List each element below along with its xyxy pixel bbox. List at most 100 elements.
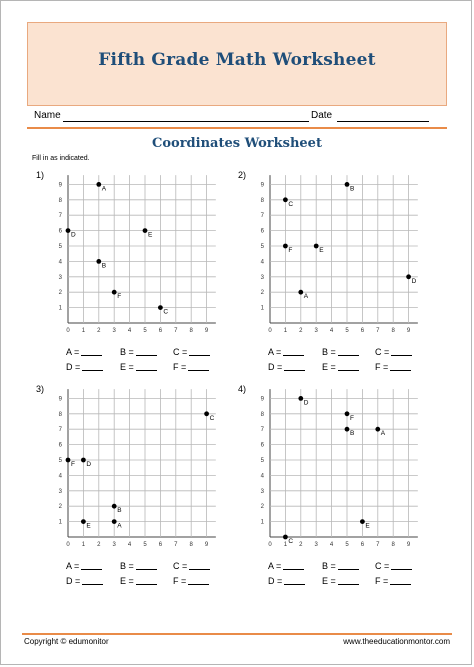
plotted-point <box>65 228 71 233</box>
point-label: B <box>102 262 106 269</box>
coordinate-grid: 0 1 1 2 2 3 3 4 4 5 5 6 6 7 7 8 8 9 9 A B C D E F <box>59 389 216 548</box>
name-date-row: Name Date <box>34 110 434 124</box>
point-label: E <box>148 232 153 239</box>
x-tick-label: 6 <box>361 542 365 548</box>
answer-field: C = <box>173 347 211 357</box>
answer-label: D = <box>268 576 283 586</box>
y-tick-label: 1 <box>59 306 63 312</box>
x-tick-label: 7 <box>376 328 380 334</box>
y-tick-label: 2 <box>59 290 63 296</box>
name-blank-line <box>63 121 309 122</box>
y-tick-label: 2 <box>261 290 265 296</box>
y-tick-label: 5 <box>59 458 63 464</box>
answer-label: E = <box>322 576 336 586</box>
x-tick-label: 5 <box>143 328 147 334</box>
x-tick-label: 8 <box>392 328 396 334</box>
x-tick-label: 9 <box>205 542 209 548</box>
website-url: www.theeducationmontor.com <box>343 637 450 646</box>
copyright-text: Copyright © edumonitor <box>24 637 109 646</box>
point-label: E <box>319 247 324 254</box>
y-tick-label: 3 <box>59 275 63 281</box>
answer-blank-line <box>391 355 413 356</box>
x-tick-label: 0 <box>268 328 272 334</box>
plotted-point <box>344 182 350 187</box>
x-tick-label: 9 <box>205 328 209 334</box>
answer-blank-line <box>81 355 103 356</box>
answer-blank-line <box>283 355 305 356</box>
y-tick-label: 3 <box>261 275 265 281</box>
header-divider <box>27 127 447 129</box>
y-tick-label: 4 <box>59 259 63 265</box>
answer-blank-line <box>135 584 157 585</box>
y-tick-label: 1 <box>261 520 265 526</box>
x-tick-label: 3 <box>113 328 117 334</box>
worksheet-title: Fifth Grade Math Worksheet <box>98 50 376 70</box>
answer-field: A = <box>66 347 103 357</box>
y-tick-label: 7 <box>59 213 63 219</box>
problem-number: 1) <box>36 170 45 180</box>
date-blank-line <box>337 121 429 122</box>
answer-blank-line <box>284 370 306 371</box>
point-label: A <box>304 293 309 300</box>
point-label: C <box>288 538 293 545</box>
point-label: E <box>365 523 370 530</box>
x-tick-label: 6 <box>159 542 163 548</box>
answer-field: C = <box>375 347 413 357</box>
answer-label: A = <box>268 347 282 357</box>
problem-number: 2) <box>238 170 247 180</box>
y-tick-label: 5 <box>261 458 265 464</box>
y-tick-label: 9 <box>59 396 63 402</box>
x-tick-label: 3 <box>113 542 117 548</box>
x-tick-label: 2 <box>299 542 303 548</box>
plotted-point <box>96 182 102 187</box>
x-tick-label: 2 <box>97 328 101 334</box>
plotted-point <box>96 259 102 264</box>
answer-label: D = <box>268 362 283 372</box>
name-label: Name <box>34 110 61 121</box>
point-label: B <box>350 185 354 192</box>
answer-blank-line <box>390 584 412 585</box>
x-tick-label: 8 <box>190 542 194 548</box>
answer-field: E = <box>120 576 157 586</box>
answer-blank-line <box>337 584 359 585</box>
point-label: C <box>210 415 215 422</box>
point-label: E <box>86 523 91 530</box>
plotted-point <box>111 503 117 509</box>
x-tick-label: 4 <box>128 542 132 548</box>
answer-blank-line <box>391 569 413 570</box>
plotted-point <box>142 228 148 233</box>
answer-field: A = <box>66 561 103 571</box>
answer-label: B = <box>120 347 134 357</box>
answer-label: E = <box>120 576 134 586</box>
coordinate-grid: 0 1 1 2 2 3 3 4 4 5 5 6 6 7 7 8 8 9 9 A B C D E F <box>261 389 418 548</box>
answer-blank-line <box>283 569 305 570</box>
title-banner: Fifth Grade Math Worksheet <box>27 22 447 106</box>
y-tick-label: 8 <box>59 198 63 204</box>
y-tick-label: 4 <box>261 473 265 479</box>
y-tick-label: 6 <box>59 443 63 449</box>
answer-blank-line <box>135 569 157 570</box>
answer-field: C = <box>375 561 413 571</box>
answer-label: C = <box>173 561 188 571</box>
answer-blank-line <box>188 370 210 371</box>
x-tick-label: 3 <box>315 328 319 334</box>
problem-number: 4) <box>238 384 247 394</box>
x-tick-label: 8 <box>392 542 396 548</box>
answer-field: A = <box>268 347 305 357</box>
x-tick-label: 6 <box>361 328 365 334</box>
answer-section: A = B = C = D = E = F = <box>238 558 448 598</box>
answer-section: A = B = C = D = E = F = <box>36 558 246 598</box>
y-tick-label: 1 <box>261 306 265 312</box>
answer-label: A = <box>66 347 80 357</box>
coordinate-grid: 0 1 1 2 2 3 3 4 4 5 5 6 6 7 7 8 8 9 9 A B C D E F <box>261 175 418 334</box>
answer-label: F = <box>375 362 389 372</box>
x-tick-label: 0 <box>66 328 70 334</box>
point-label: A <box>117 523 122 530</box>
y-tick-label: 3 <box>59 489 63 495</box>
y-tick-label: 1 <box>59 520 63 526</box>
plotted-point <box>283 534 288 540</box>
point-label: B <box>117 507 121 514</box>
point-label: D <box>71 232 76 239</box>
answer-field: C = <box>173 561 211 571</box>
